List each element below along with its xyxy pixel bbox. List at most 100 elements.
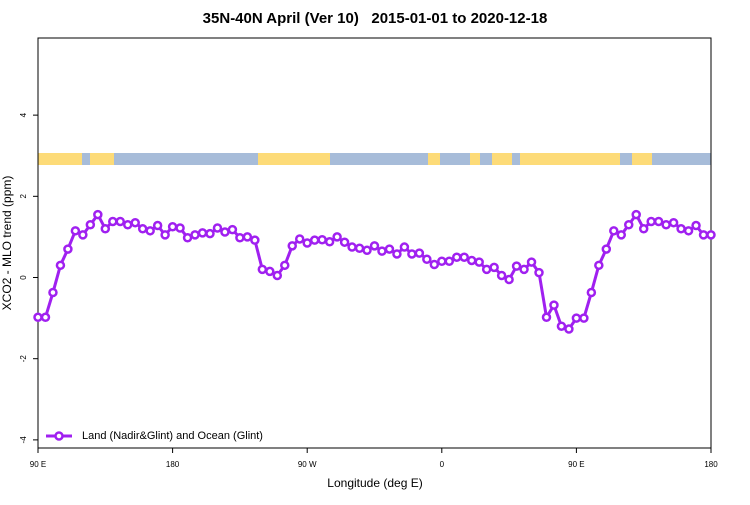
- data-point: [601, 244, 612, 254]
- data-point: [564, 324, 574, 334]
- data-point: [511, 261, 522, 271]
- data-point: [250, 235, 260, 245]
- y-tick-label: 2: [19, 194, 28, 199]
- data-point: [377, 246, 387, 256]
- data-point: [235, 232, 245, 243]
- data-point: [160, 230, 170, 240]
- data-point: [332, 232, 342, 242]
- data-point: [706, 230, 716, 240]
- data-point: [145, 226, 155, 236]
- data-point: [205, 228, 215, 239]
- data-point: [526, 257, 537, 267]
- data-point: [481, 264, 492, 275]
- data-point: [422, 254, 432, 264]
- data-point: [63, 244, 73, 254]
- y-tick-label: 4: [19, 112, 28, 117]
- data-point: [272, 270, 283, 281]
- data-point: [444, 256, 455, 267]
- data-point: [504, 274, 514, 285]
- y-tick-label: 0: [19, 275, 28, 280]
- data-point: [638, 224, 649, 234]
- data-point: [115, 216, 126, 227]
- data-point: [609, 226, 619, 236]
- data-point: [48, 287, 58, 298]
- data-point: [287, 241, 297, 251]
- data-point: [85, 219, 96, 230]
- data-point: [519, 264, 529, 275]
- data-point: [594, 260, 604, 271]
- data-point: [182, 232, 193, 243]
- legend-label: Land (Nadir&Glint) and Ocean (Glint): [82, 430, 263, 442]
- data-point: [55, 260, 66, 271]
- x-axis-label: Longitude (deg E): [327, 476, 422, 490]
- data-point: [78, 230, 88, 240]
- data-point: [631, 209, 641, 220]
- data-point: [227, 224, 238, 235]
- data-point: [698, 230, 709, 240]
- legend-marker: [54, 431, 64, 441]
- data-point: [429, 259, 440, 270]
- data-point: [317, 235, 327, 245]
- x-tick-label: 180: [704, 460, 718, 469]
- data-point: [392, 249, 402, 259]
- data-point: [399, 242, 410, 252]
- y-axis-label: XCO2 - MLO trend (ppm): [0, 176, 14, 311]
- data-point: [40, 312, 51, 323]
- data-point: [414, 248, 425, 258]
- data-point: [122, 219, 133, 230]
- data-point: [302, 238, 312, 248]
- data-point: [152, 220, 163, 231]
- data-point: [362, 245, 372, 256]
- data-point: [616, 230, 627, 240]
- x-tick-label: 0: [440, 460, 445, 469]
- data-point: [108, 216, 118, 227]
- plot-frame: [37, 37, 712, 449]
- data-point: [257, 264, 268, 275]
- data-point: [324, 237, 335, 247]
- data-point: [556, 321, 567, 331]
- data-point: [384, 244, 395, 254]
- land-ocean-strip: [38, 153, 711, 165]
- x-tick-label: 90 E: [568, 460, 584, 469]
- data-point: [190, 230, 200, 240]
- data-point: [93, 209, 103, 220]
- data-point: [541, 312, 552, 323]
- data-point: [354, 243, 365, 254]
- x-tick-label: 90 W: [298, 460, 317, 469]
- data-point: [369, 241, 380, 251]
- data-point: [459, 252, 469, 262]
- data-point: [407, 249, 417, 259]
- x-tick-label: 180: [166, 460, 180, 469]
- data-point: [534, 267, 544, 278]
- data-point: [100, 224, 111, 234]
- data-point: [586, 287, 597, 298]
- data-point: [466, 255, 477, 266]
- data-point: [242, 232, 253, 242]
- data-point: [280, 260, 290, 271]
- data-point: [347, 242, 357, 252]
- data-point: [661, 219, 671, 230]
- data-point: [549, 300, 559, 310]
- data-point: [220, 227, 230, 237]
- data-point: [265, 266, 275, 277]
- data-point: [167, 222, 178, 232]
- data-point: [646, 216, 656, 227]
- data-point: [668, 217, 679, 228]
- data-point: [571, 313, 582, 323]
- data-point: [474, 257, 484, 267]
- data-point: [212, 223, 223, 233]
- data-point: [309, 235, 320, 245]
- data-point: [676, 224, 686, 234]
- data-point: [489, 262, 499, 273]
- data-point: [683, 226, 694, 236]
- data-point: [452, 252, 462, 262]
- data-point: [137, 224, 148, 234]
- data-point: [437, 256, 447, 267]
- data-point: [175, 223, 185, 233]
- data-point: [623, 219, 634, 230]
- x-tick-label: 90 E: [30, 460, 46, 469]
- data-point: [33, 312, 43, 323]
- data-point: [70, 226, 81, 236]
- y-tick-label: -2: [19, 355, 28, 363]
